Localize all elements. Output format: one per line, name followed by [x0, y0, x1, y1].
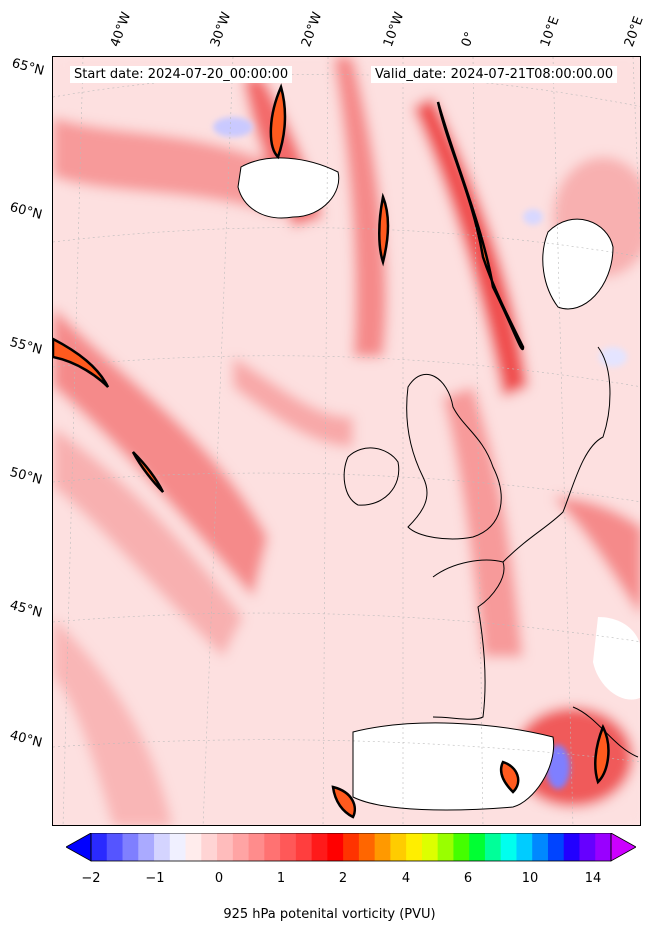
lon-label-30w: 30°W [207, 10, 235, 49]
colorbar-cell [390, 833, 407, 861]
colorbar-cell [343, 833, 360, 861]
map-panel [52, 56, 641, 826]
colorbar-cell [358, 833, 376, 861]
lon-label-0: 0° [458, 29, 479, 49]
cb-tick-0: 0 [214, 871, 224, 886]
colorbar-cell [264, 833, 281, 861]
colorbar-cell [185, 833, 202, 861]
colorbar [66, 833, 636, 862]
colorbar-cell [201, 833, 218, 861]
britain-coast [406, 374, 502, 540]
pv-2-contours [53, 83, 610, 819]
colorbar-cell [500, 833, 517, 861]
cb-tick-1: 1 [276, 871, 286, 886]
colorbar-cell [169, 833, 187, 861]
scandinavia-mask [542, 219, 613, 309]
colorbar-cell [406, 833, 423, 861]
colorbar-cell [106, 833, 124, 861]
lon-label-10e: 10°E [537, 14, 563, 50]
colorbar-cell [311, 833, 328, 861]
colorbar-cell [421, 833, 439, 861]
cb-tick-4: 4 [401, 871, 411, 886]
lat-label-50n: 50°N [8, 465, 44, 488]
continent-coast [502, 346, 611, 563]
lat-label-45n: 45°N [8, 598, 44, 621]
lat-label-40n: 40°N [8, 728, 44, 751]
colorbar-cell [437, 833, 454, 861]
pv-field-map [53, 57, 640, 825]
iceland-coast [237, 157, 340, 219]
colorbar-cell [248, 833, 265, 861]
valid-date-label: Valid_date: 2024-07-21T08:00:00.00 [371, 66, 618, 83]
cb-tick-2: 2 [338, 871, 348, 886]
colorbar-cell [232, 833, 250, 861]
cb-tick-6: 6 [463, 871, 473, 886]
iberia-mask [353, 722, 554, 810]
cb-tick-10: 10 [521, 871, 539, 886]
colorbar-cell [532, 833, 549, 861]
ireland-coast [343, 447, 400, 506]
lat-label-55n: 55°N [8, 335, 44, 358]
colorbar-cell [484, 833, 502, 861]
iceland-mask [238, 157, 339, 218]
colorbar-cell [516, 833, 533, 861]
alps-mask [593, 617, 640, 700]
colorbar-cell [453, 833, 470, 861]
colorbar-cell [579, 833, 596, 861]
cb-tick-neg2: −2 [81, 871, 101, 886]
graticule [53, 57, 640, 825]
colorbar-cell [280, 833, 297, 861]
lon-label-20e: 20°E [621, 14, 647, 50]
france-coast [432, 559, 505, 720]
cb-tick-14: 14 [584, 871, 602, 886]
colorbar-cell [138, 833, 155, 861]
colorbar-cell [469, 833, 486, 861]
iberia-coast [352, 722, 555, 811]
lat-label-65n: 65°N [10, 56, 46, 79]
start-date-label: Start date: 2024-07-20_00:00:00 [70, 66, 293, 83]
colorbar-cell [595, 833, 612, 861]
colorbar-cell [547, 833, 565, 861]
norway-coast [542, 218, 614, 310]
colorbar-cell [122, 833, 139, 861]
colorbar-cell [154, 833, 171, 861]
colorbar-label: 925 hPa potenital vorticity (PVU) [223, 907, 436, 922]
coastlines [237, 157, 639, 811]
colorbar-cell [91, 833, 108, 861]
lon-label-40w: 40°W [107, 10, 135, 49]
colorbar-cell [563, 833, 580, 861]
colorbar-cell [374, 833, 391, 861]
lat-label-60n: 60°N [8, 200, 44, 223]
colorbar-cell [217, 833, 234, 861]
lon-label-20w: 20°W [298, 10, 326, 49]
cb-tick-neg1: −1 [145, 871, 165, 886]
colorbar-cell [295, 833, 313, 861]
pv-shading [53, 57, 640, 825]
colorbar-cell [327, 833, 344, 861]
lon-label-10w: 10°W [380, 10, 408, 49]
